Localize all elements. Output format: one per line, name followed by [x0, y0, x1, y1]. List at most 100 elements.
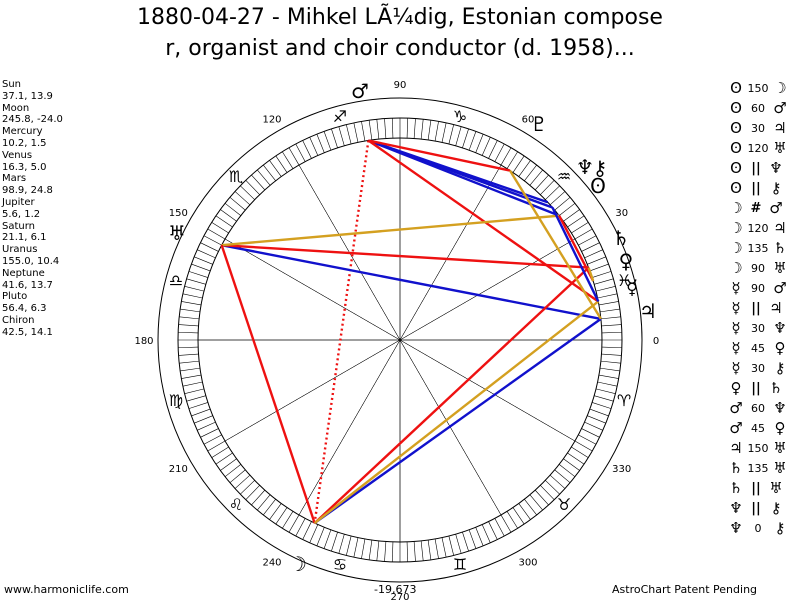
aspect-symbol: || [751, 500, 761, 516]
zodiac-sign-icon: ♉ [557, 495, 571, 514]
position-name: Saturn [2, 220, 36, 232]
zodiac-tick [194, 256, 213, 265]
zodiac-tick [567, 215, 585, 228]
zodiac-tick [601, 353, 622, 356]
zodiac-tick [376, 119, 380, 140]
aspect-planet2-icon: ♅ [773, 439, 787, 457]
position-coords: 42.5, 14.1 [2, 326, 53, 338]
zodiac-tick [316, 134, 325, 153]
uranus-planet-icon: ♅ [168, 221, 186, 245]
aspect-planet2-icon: ♂ [773, 99, 787, 117]
zodiac-tick [413, 541, 416, 562]
aspect-row: ʘ 120 ♅ [727, 138, 789, 158]
zodiac-tick [361, 538, 366, 559]
position-name: Sun [2, 79, 22, 90]
degree-label: 210 [169, 464, 188, 475]
footer-credit: AstroChart Patent Pending [612, 583, 758, 596]
zodiac-tick [353, 122, 359, 143]
footer-website[interactable]: www.harmoniclife.com [4, 583, 129, 596]
zodiac-tick [234, 474, 251, 489]
zodiac-tick [506, 151, 518, 169]
aspect-planet1-icon: ♂ [729, 419, 743, 437]
zodiac-tick [182, 381, 203, 387]
zodiac-tick [331, 532, 338, 552]
zodiac-tick [309, 137, 319, 156]
zodiac-tick [540, 180, 555, 195]
zodiac-tick [599, 367, 620, 372]
zodiac-tick [512, 155, 525, 173]
mars-planet-icon: ♂ [351, 79, 369, 103]
zodiac-sign-icon: ♏ [229, 167, 243, 186]
zodiac-tick [420, 119, 424, 140]
zodiac-tick [200, 242, 219, 252]
zodiac-tick [558, 464, 576, 477]
zodiac-tick [598, 301, 619, 306]
aspect-angle: 60 [751, 401, 765, 415]
pluto-planet-icon: ♇ [530, 112, 548, 136]
zodiac-tick [574, 228, 593, 240]
position-coords: 21.1, 6.1 [2, 232, 47, 244]
aspect-angle: 45 [751, 341, 765, 355]
position-coords: 41.6, 13.7 [2, 279, 53, 291]
zodiac-tick [368, 539, 373, 560]
position-coords: 10.2, 1.5 [2, 137, 47, 149]
position-coords: 98.9, 24.8 [2, 185, 53, 197]
aspect-angle: 60 [751, 101, 765, 115]
zodiac-tick [391, 118, 394, 139]
aspect-angle: 135 [747, 241, 769, 255]
zodiac-tick [578, 235, 597, 246]
mercury-planet-icon: ☿ [626, 275, 638, 299]
aspect-planet1-icon: ☿ [731, 319, 741, 337]
aspect-line [221, 243, 589, 269]
zodiac-tick [558, 203, 576, 216]
aspect-symbol: # [750, 200, 762, 216]
zodiac-tick [494, 518, 505, 537]
position-coords: 245.8, -24.0 [2, 114, 63, 126]
aspect-symbol: || [751, 180, 761, 196]
zodiac-tick [211, 222, 229, 234]
aspect-row: ♆ || ⚷ [727, 498, 789, 518]
zodiac-tick [282, 151, 294, 169]
aspect-line [220, 244, 316, 524]
zodiac-tick [323, 529, 332, 549]
zodiac-tick [331, 128, 338, 148]
zodiac-tick [181, 374, 202, 379]
zodiac-tick [234, 191, 251, 206]
zodiac-tick [269, 503, 282, 520]
zodiac-tick [427, 120, 432, 141]
zodiac-tick [601, 331, 622, 334]
zodiac-tick [295, 518, 306, 537]
zodiac-tick [224, 203, 242, 216]
aspect-line [367, 139, 599, 303]
aspect-planet1-icon: ☽ [729, 219, 743, 237]
zodiac-tick [275, 155, 288, 173]
zodiac-tick [200, 428, 219, 438]
zodiac-tick [462, 128, 469, 148]
zodiac-tick [554, 469, 571, 483]
aspect-planet2-icon: ♀ [774, 339, 786, 357]
zodiac-tick [595, 388, 616, 394]
zodiac-tick [441, 122, 447, 143]
zodiac-tick [338, 126, 345, 146]
aspect-row: ♄ || ♅ [727, 478, 789, 498]
zodiac-tick [211, 446, 229, 458]
zodiac-tick [545, 480, 560, 495]
zodiac-tick [178, 324, 199, 327]
zodiac-tick [563, 209, 580, 222]
zodiac-tick [376, 540, 380, 561]
zodiac-tick [316, 527, 325, 546]
degree-label: 270 [390, 592, 409, 600]
zodiac-tick [257, 494, 271, 511]
zodiac-tick [179, 316, 200, 320]
aspect-row: ☿ || ♃ [727, 298, 789, 318]
aspect-angle: 30 [751, 321, 765, 335]
jupiter-planet-icon: ♃ [639, 299, 657, 323]
zodiac-tick [309, 524, 319, 543]
aspect-line [551, 206, 600, 302]
zodiac-tick [500, 147, 512, 166]
chart-title-line1: 1880-04-27 - Mihkel LÃ¼dig, Estonian com… [137, 5, 663, 30]
aspect-planet1-icon: ♀ [730, 379, 742, 397]
zodiac-tick [263, 164, 276, 182]
zodiac-sign-icon: ♋ [333, 555, 347, 574]
aspect-planet2-icon: ♅ [773, 459, 787, 477]
